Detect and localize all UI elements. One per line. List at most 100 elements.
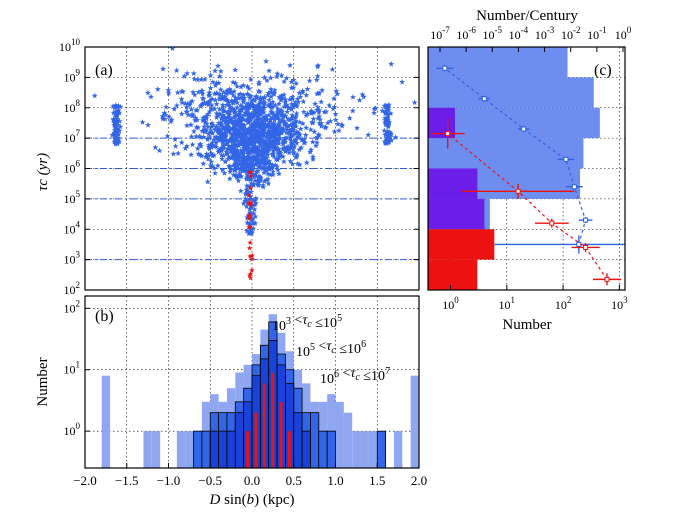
data-point-star (316, 109, 322, 115)
data-point-star (189, 141, 196, 148)
data-point-star (243, 203, 250, 209)
data-point-star (240, 137, 246, 144)
data-point-star (248, 217, 255, 223)
data-point-star (244, 171, 251, 178)
data-point-star (252, 195, 259, 201)
data-point-star (200, 114, 207, 121)
data-point-star (222, 119, 229, 126)
data-point-star (268, 125, 275, 132)
data-point-star (184, 108, 191, 115)
data-point-star (188, 151, 195, 158)
data-point-star (286, 130, 293, 137)
data-point-star (274, 70, 281, 77)
data-point-star (114, 119, 121, 125)
data-point-star (300, 98, 307, 105)
panel-c-top-xlabel: Number/Century (476, 8, 578, 24)
histogram-bar (279, 401, 283, 468)
data-point-star (227, 168, 233, 175)
data-point-star (246, 140, 253, 147)
data-point-star (249, 267, 255, 273)
data-point-star (371, 109, 377, 116)
data-point-star (235, 177, 242, 184)
data-point-star (306, 77, 313, 84)
data-point-star (227, 106, 234, 112)
data-point-star (114, 112, 121, 118)
data-point-star (273, 73, 280, 80)
data-point-star (205, 101, 212, 108)
panel-b-y-ticks: 100 101 102 (64, 298, 90, 438)
data-point-star (219, 101, 226, 108)
data-point-star (272, 131, 279, 137)
data-point-star (235, 95, 242, 101)
data-point-star (206, 92, 213, 98)
panel-b-histogram: −2.0 −1.5 −1.0 −0.5 0.0 0.5 1.0 1.5 2.0 10010110… (35, 295, 427, 508)
data-point-star (252, 143, 259, 150)
data-point-star (204, 178, 211, 185)
data-point-star (278, 92, 285, 99)
data-point-star (271, 121, 278, 127)
data-point-star (316, 90, 323, 96)
data-point-star (173, 102, 180, 109)
data-point-star (267, 131, 274, 137)
data-point-star (234, 162, 241, 169)
x-tick-label: −1.0 (157, 473, 181, 488)
panel-c-x-ticks: 100 101 102 103 (442, 285, 628, 312)
data-point-star (242, 134, 249, 140)
data-point-star (256, 124, 263, 131)
histogram-bar (193, 430, 203, 469)
data-point-star (359, 91, 366, 98)
data-point-star (269, 99, 276, 105)
data-point-star (247, 222, 254, 228)
data-point-star (240, 143, 247, 149)
data-point-star (260, 183, 267, 190)
data-point-star (384, 114, 391, 121)
data-point-star (276, 140, 282, 147)
data-point-star (264, 123, 271, 130)
x-tick-label: 1.0 (327, 473, 343, 488)
data-point-star (265, 176, 271, 182)
data-point-star (111, 127, 118, 133)
data-point-star (258, 126, 265, 133)
data-point-star (250, 101, 256, 108)
data-point-star (214, 127, 221, 134)
data-point-star (219, 129, 225, 135)
data-point-star (349, 107, 356, 114)
data-point-star (281, 91, 287, 98)
data-point-star (255, 102, 262, 108)
rate-point (442, 65, 448, 71)
data-point-star (258, 164, 264, 171)
data-point-star (215, 130, 222, 136)
data-point-star (262, 155, 269, 161)
data-point-star (114, 108, 121, 114)
data-point-star (188, 121, 194, 128)
data-point-star (265, 102, 272, 109)
data-point-star (245, 163, 252, 169)
histogram-bar (352, 431, 361, 468)
data-point-star (224, 121, 231, 127)
data-point-star (215, 62, 221, 69)
data-point-star (267, 103, 274, 109)
data-point-star (294, 95, 301, 102)
data-point-star (326, 102, 333, 108)
data-point-star (235, 129, 242, 136)
data-point-star (197, 143, 204, 149)
data-point-star (268, 86, 274, 92)
data-point-star (253, 93, 260, 99)
data-point-star (291, 143, 298, 150)
data-point-star (196, 133, 203, 139)
data-point-star (246, 161, 252, 167)
data-point-star (225, 128, 232, 135)
data-point-star (294, 103, 300, 109)
data-point-star (115, 121, 121, 128)
data-point-star (242, 195, 249, 202)
data-point-star (267, 161, 274, 167)
data-point-star (251, 123, 258, 130)
data-point-star (290, 146, 297, 152)
data-point-star (257, 143, 264, 149)
data-point-star (245, 91, 252, 98)
data-point-star (250, 96, 257, 103)
data-point-star (278, 72, 285, 78)
data-point-star (231, 129, 238, 135)
data-point-star (245, 183, 252, 190)
data-point-star (313, 135, 320, 141)
